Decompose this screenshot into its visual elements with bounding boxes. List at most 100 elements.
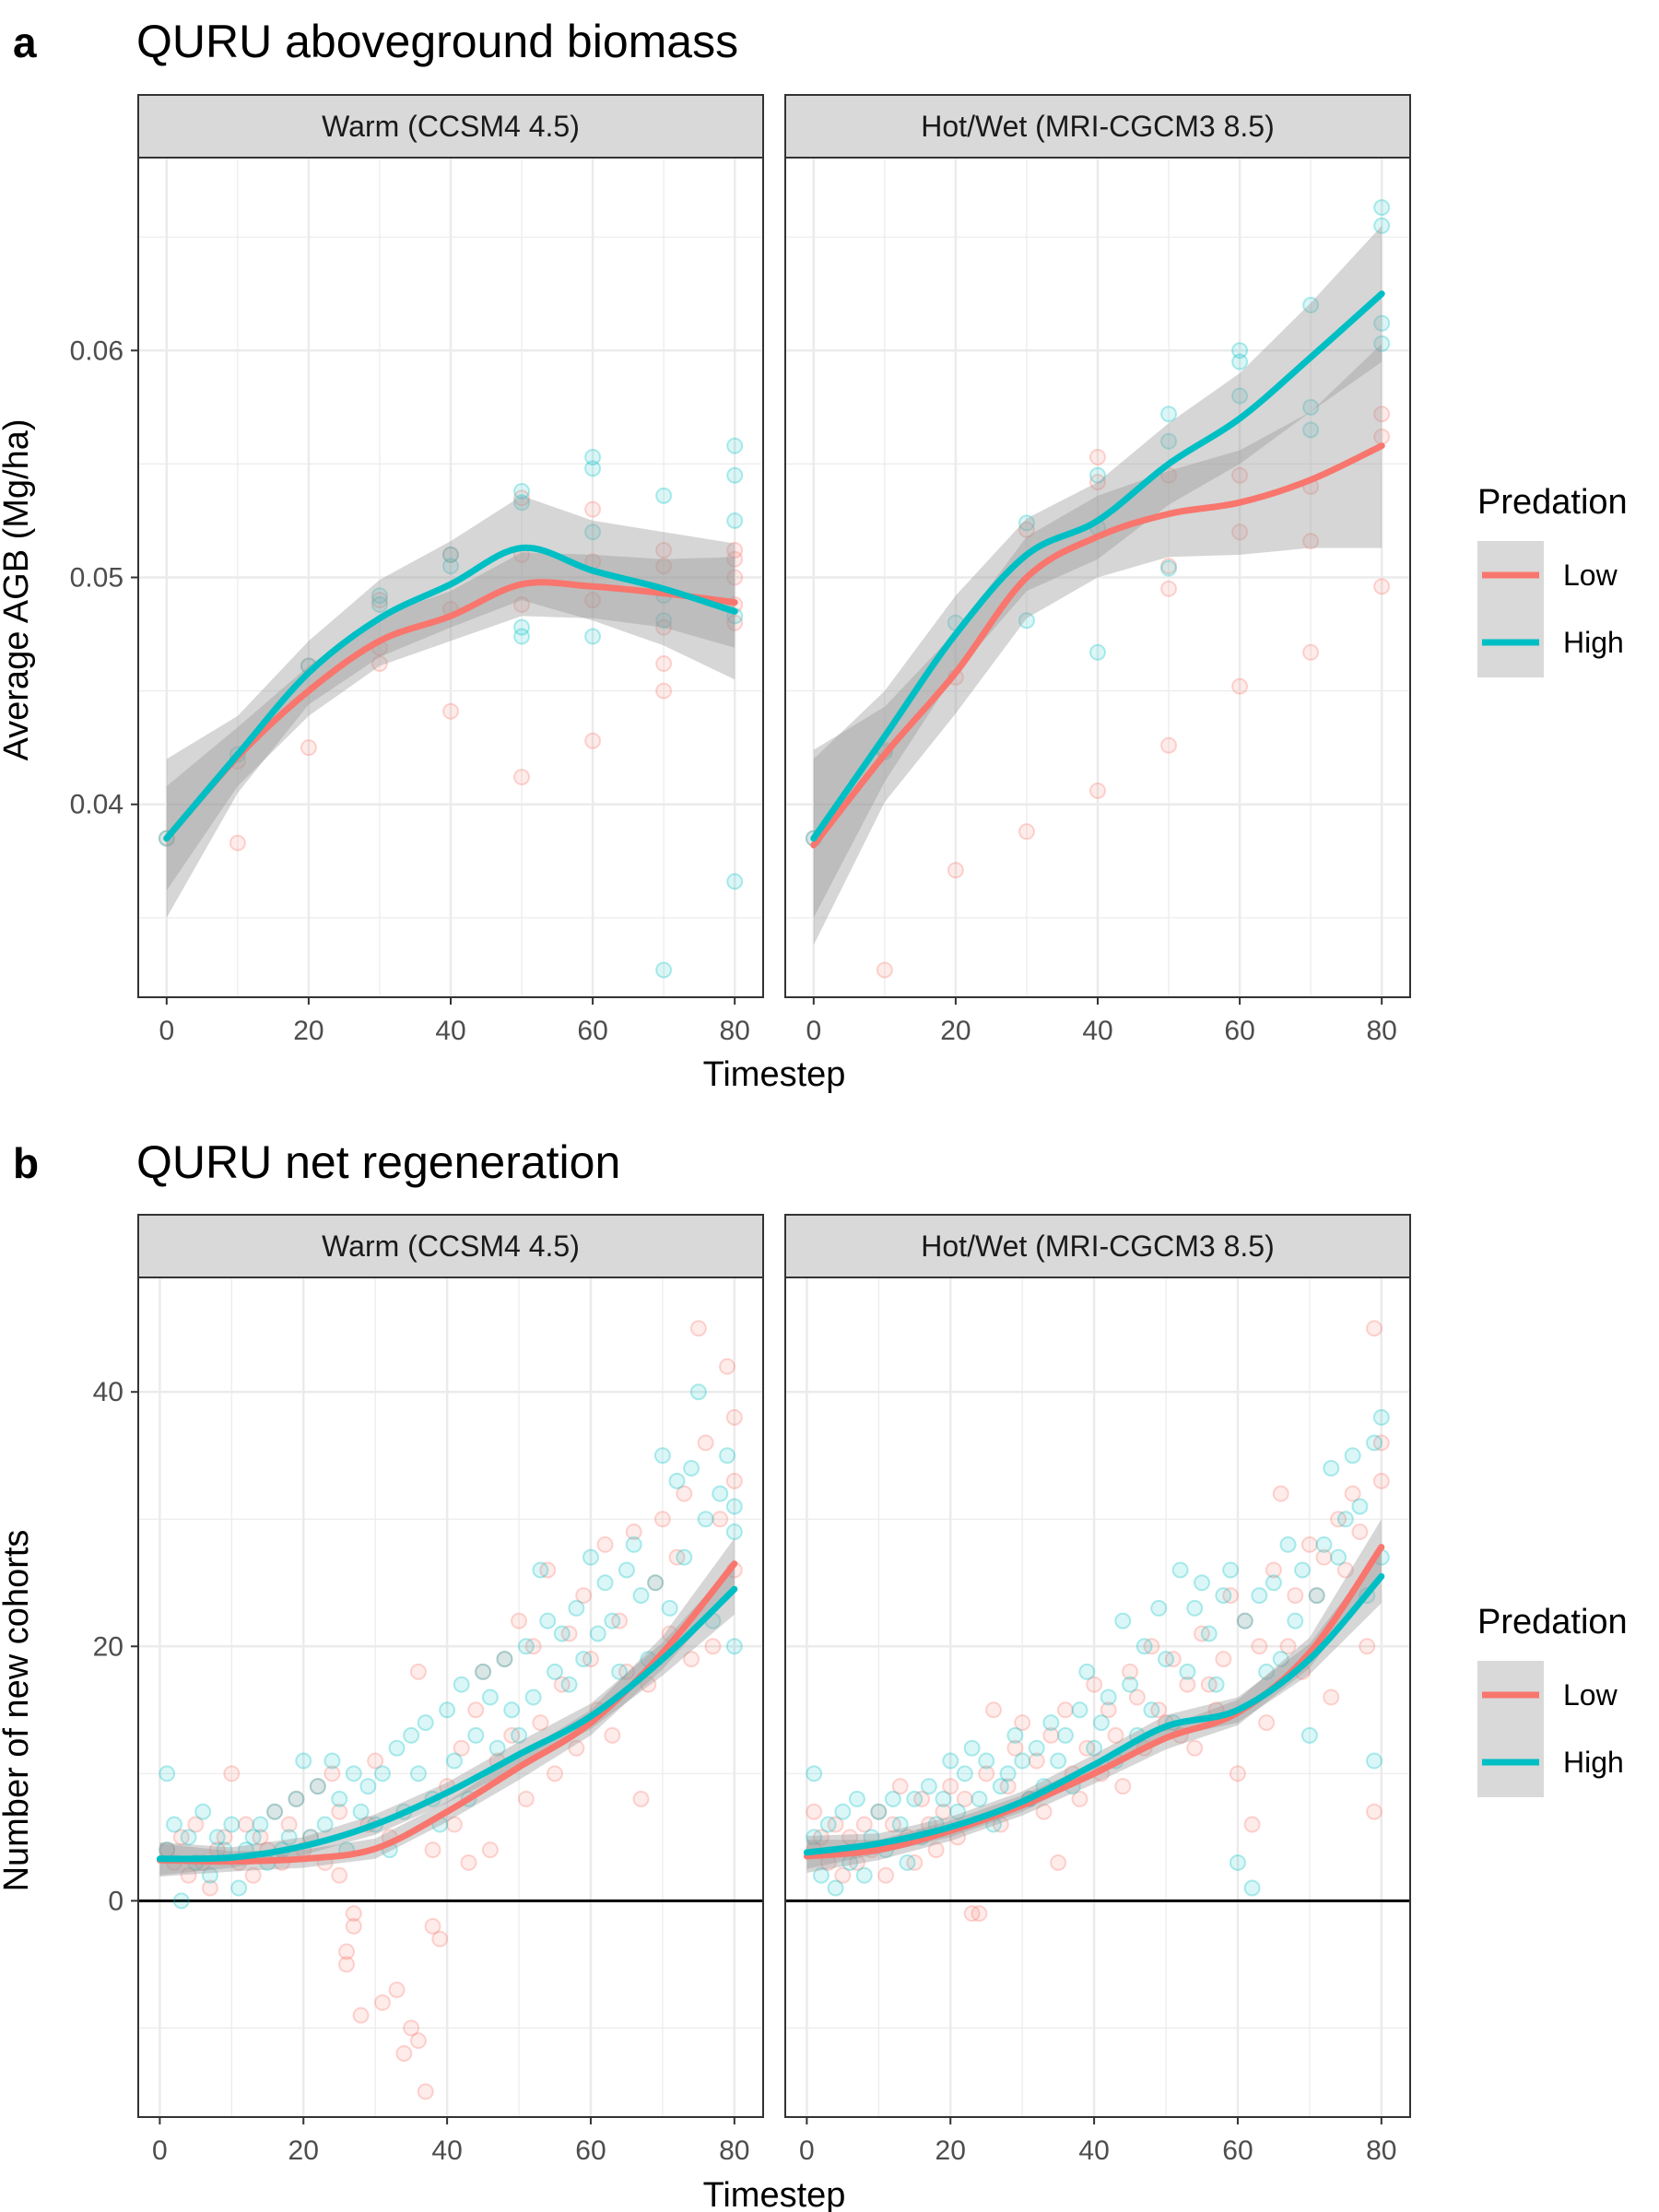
point-high — [712, 1485, 729, 1502]
point-high — [683, 1460, 700, 1477]
point-low — [1323, 1688, 1340, 1706]
point-high — [503, 1701, 521, 1719]
panel-a-left-plot — [137, 157, 764, 998]
point-low — [1089, 474, 1106, 491]
point-low — [683, 1651, 700, 1668]
point-high — [1372, 1408, 1390, 1426]
point-low — [352, 2006, 370, 2024]
point-high — [584, 628, 602, 645]
point-low — [604, 1726, 621, 1744]
point-high — [884, 1790, 901, 1807]
x-tick-label: 0 — [806, 1016, 821, 1046]
point-high — [159, 1765, 176, 1783]
point-high — [467, 1726, 485, 1744]
point-high — [1373, 335, 1391, 352]
point-low — [331, 1866, 348, 1884]
point-low — [1265, 1561, 1282, 1579]
point-high — [288, 1790, 305, 1807]
point-low — [403, 2019, 420, 2037]
point-low — [223, 1765, 241, 1783]
point-high — [1194, 1574, 1210, 1592]
point-low — [409, 2032, 427, 2050]
point-high — [1373, 217, 1391, 234]
panel-b-right-strip-label: Hot/Wet (MRI-CGCM3 8.5) — [921, 1230, 1274, 1263]
point-low — [1236, 1612, 1253, 1630]
point-high — [661, 1599, 678, 1617]
point-low — [237, 1816, 254, 1833]
point-high — [445, 1752, 463, 1770]
point-high — [726, 873, 744, 890]
point-low — [1231, 677, 1249, 695]
y-tick-label: 20 — [93, 1631, 124, 1662]
x-tick-label: 80 — [719, 2136, 749, 2166]
point-high — [689, 1383, 707, 1401]
point-high — [906, 1790, 924, 1807]
point-low — [513, 489, 531, 507]
point-low — [475, 1663, 492, 1680]
point-low — [689, 1320, 707, 1337]
point-low — [395, 2044, 413, 2062]
point-low — [560, 1625, 578, 1642]
point-low — [524, 1638, 542, 1655]
point-high — [1028, 1739, 1045, 1757]
legend-a-low-label: Low — [1563, 559, 1618, 592]
smooth-line-low — [803, 1544, 1385, 1860]
panel-b-left-border — [137, 1277, 764, 2118]
panel-b-left-strip — [137, 1214, 764, 1278]
point-high — [180, 1829, 197, 1846]
point-low — [280, 1816, 298, 1833]
legend-b-low-label: Low — [1563, 1678, 1618, 1712]
point-low — [640, 1676, 657, 1693]
legend-b-high-label: High — [1563, 1746, 1624, 1779]
point-low — [417, 2083, 434, 2100]
x-tick-label: 60 — [577, 1016, 607, 1046]
point-high — [1251, 1587, 1268, 1605]
ribbon-low — [166, 552, 735, 891]
point-low — [1035, 1803, 1053, 1820]
point-low — [1231, 466, 1249, 484]
point-high — [611, 1663, 629, 1680]
point-low — [1078, 1739, 1096, 1757]
point-high — [352, 1803, 370, 1820]
x-tick-label: 80 — [1366, 2136, 1396, 2166]
x-tick-label: 40 — [1078, 2136, 1109, 2166]
point-low — [596, 1535, 614, 1553]
point-high — [999, 1765, 1017, 1783]
point-low — [1160, 558, 1178, 575]
point-low — [1272, 1485, 1289, 1502]
point-high — [165, 1816, 182, 1833]
point-high — [725, 1524, 743, 1541]
point-high — [1236, 1612, 1253, 1630]
point-low — [575, 1587, 593, 1605]
point-high — [655, 612, 673, 629]
point-low — [1366, 1803, 1383, 1820]
panel-a-right-strip — [784, 94, 1411, 159]
point-low — [431, 1930, 449, 1947]
point-high — [359, 1778, 377, 1795]
legend-b-key-background — [1477, 1661, 1544, 1797]
point-low — [442, 702, 459, 720]
point-high — [1215, 1587, 1232, 1605]
point-high — [726, 466, 744, 484]
point-high — [870, 1803, 888, 1820]
point-high — [971, 1790, 988, 1807]
x-tick-label: 0 — [152, 2136, 168, 2166]
point-low — [1215, 1651, 1232, 1668]
point-low — [1372, 1434, 1390, 1452]
point-high — [513, 482, 531, 500]
x-tick-label: 0 — [799, 2136, 815, 2166]
point-low — [266, 1803, 284, 1820]
point-high — [409, 1765, 427, 1783]
point-low — [532, 1714, 549, 1732]
point-high — [1258, 1663, 1276, 1680]
point-high — [834, 1803, 852, 1820]
point-high — [1330, 1548, 1347, 1566]
ribbon-high — [806, 1549, 1382, 1869]
point-low — [547, 1765, 563, 1783]
ribbon-high — [166, 495, 735, 918]
point-low — [655, 655, 673, 673]
point-high — [725, 1638, 743, 1655]
panel-b-left-strip-label: Warm (CCSM4 4.5) — [322, 1230, 580, 1263]
point-low — [388, 1981, 406, 1998]
point-low — [726, 569, 744, 586]
